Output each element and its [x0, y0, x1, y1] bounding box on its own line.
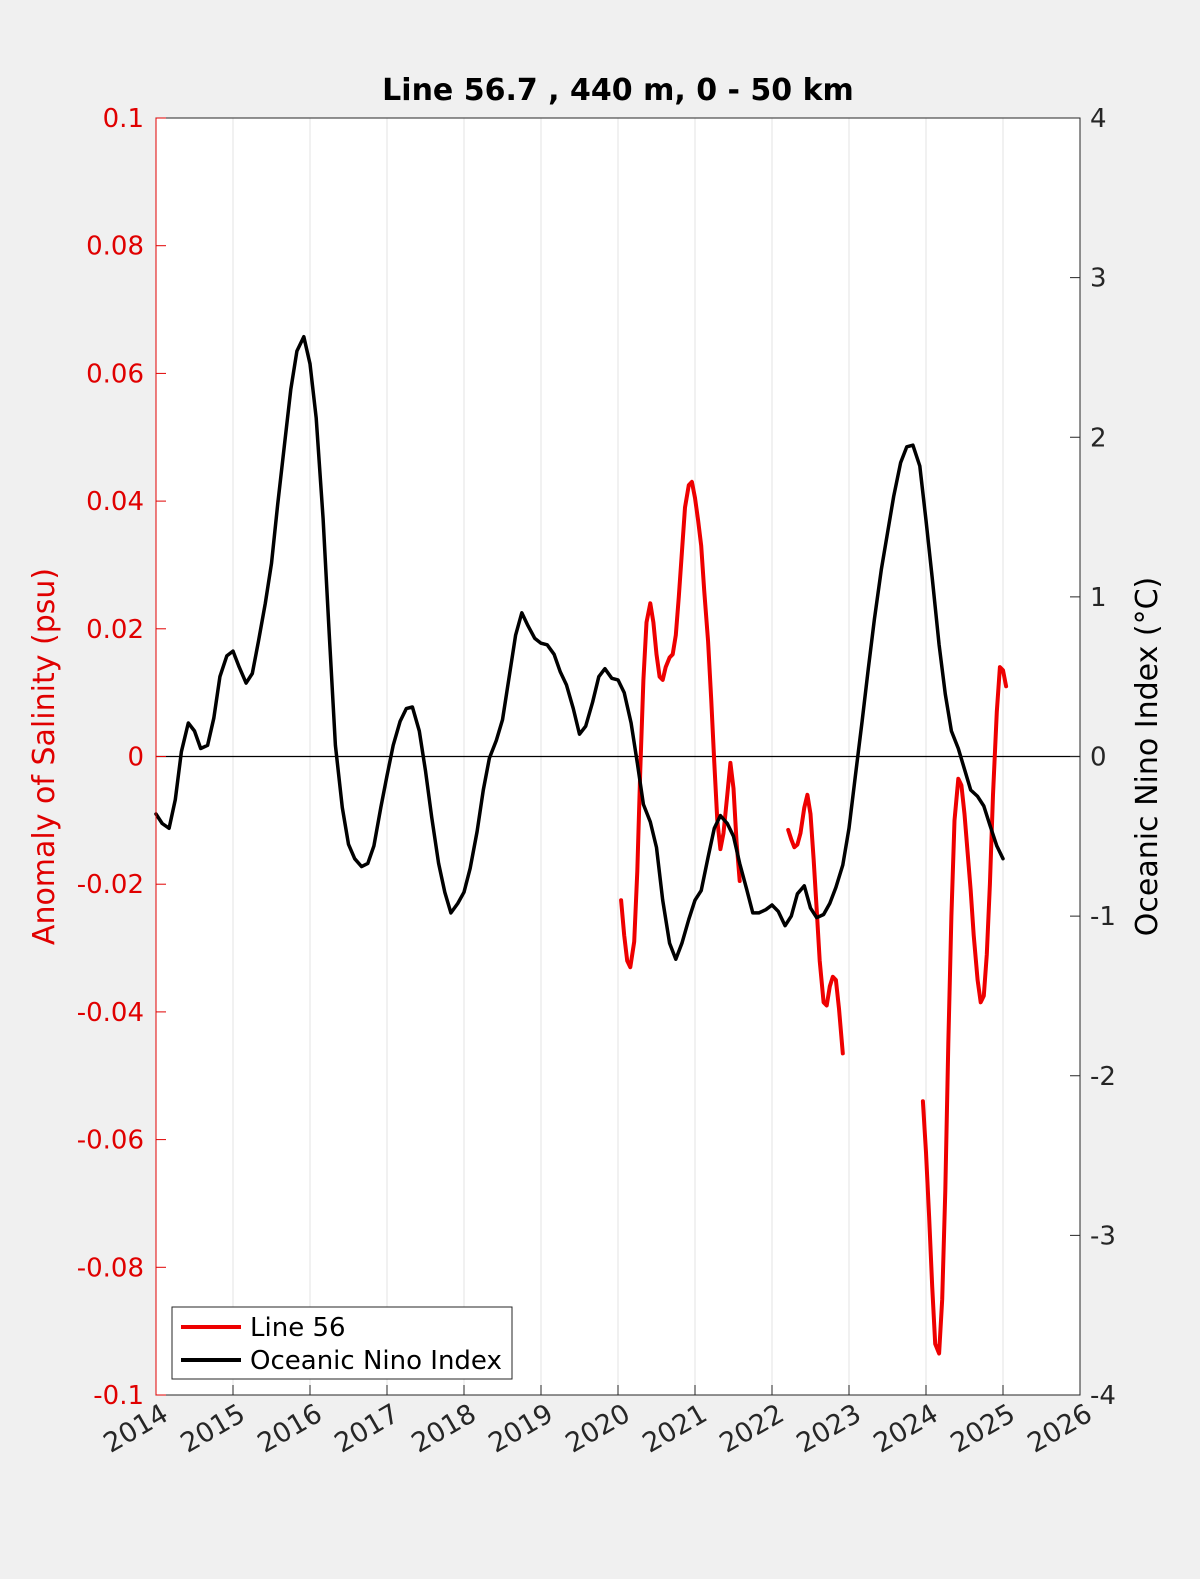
oni-line [154, 334, 1005, 961]
y-right-tick-label: 0 [1090, 743, 1107, 773]
chart-title: Line 56.7 , 440 m, 0 - 50 km [382, 73, 854, 108]
series-layer [154, 334, 1009, 1356]
legend-box [171, 1306, 513, 1380]
y-axis-right-label: Oceanic Nino Index (°C) [1130, 577, 1165, 937]
y-right-tick-label: 4 [1090, 104, 1107, 134]
legend-label-oni: Oceanic Nino Index [250, 1346, 502, 1376]
y-left-tick-label: 0.04 [86, 487, 144, 517]
y-left-tick-label: 0.02 [86, 615, 144, 645]
x-tick-label: 2015 [175, 1398, 250, 1459]
y-left-tick-label: -0.06 [77, 1126, 144, 1156]
y-right-tick-label: 2 [1090, 423, 1107, 453]
x-tick-label: 2023 [791, 1398, 866, 1459]
y-left-tick-label: 0.06 [86, 359, 144, 389]
y-right-tick-label: -1 [1090, 902, 1116, 932]
y-left-tick-label: 0.1 [103, 104, 144, 134]
x-tick-label: 2021 [637, 1398, 712, 1459]
legend: Line 56 Oceanic Nino Index [171, 1306, 513, 1380]
x-tick-label: 2019 [483, 1398, 558, 1459]
x-tick-label: 2017 [329, 1398, 404, 1459]
y-left-tick-label: -0.04 [77, 998, 144, 1028]
y-left-tick-label: -0.02 [77, 870, 144, 900]
y-left-tick-label: 0.08 [86, 232, 144, 262]
line56-segment-1 [619, 479, 742, 970]
x-tick-label: 2024 [868, 1398, 943, 1459]
y-left-tick-label: -0.08 [77, 1253, 144, 1283]
y-right-tick-label: -2 [1090, 1062, 1116, 1092]
x-tick-label: 2016 [252, 1398, 327, 1459]
x-tick-label: 2025 [945, 1398, 1020, 1459]
y-axis-left-label: Anomaly of Salinity (psu) [27, 568, 62, 945]
line56-segment-2 [786, 792, 845, 1056]
x-tick-label: 2022 [714, 1398, 789, 1459]
y-right-tick-label: 1 [1090, 583, 1107, 613]
legend-label-line56: Line 56 [250, 1313, 346, 1343]
x-tick-label: 2020 [560, 1398, 635, 1459]
y-right-tick-label: -3 [1090, 1221, 1116, 1251]
y-left-tick-label: -0.1 [93, 1381, 144, 1411]
x-tick-label: 2018 [406, 1398, 481, 1459]
y-left-tick-label: 0 [127, 743, 144, 773]
y-right-tick-label: -4 [1090, 1381, 1116, 1411]
line56-segment-3 [920, 665, 1009, 1356]
x-tick-label: 2026 [1022, 1398, 1097, 1459]
y-right-tick-label: 3 [1090, 264, 1107, 294]
